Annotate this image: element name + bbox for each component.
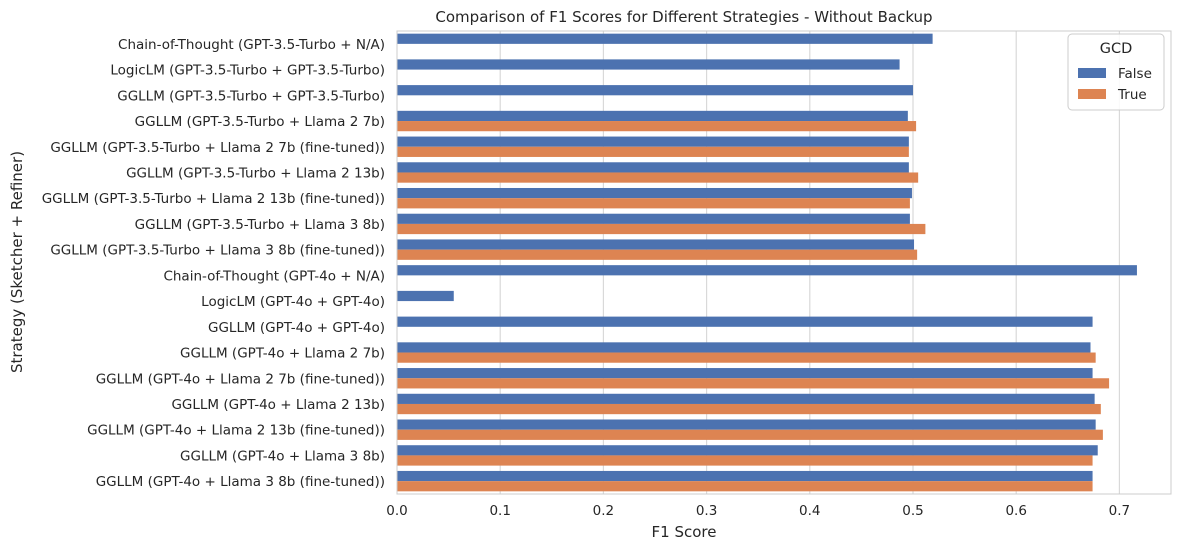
bar-false xyxy=(397,290,454,302)
bar-false xyxy=(397,316,1093,327)
legend-title: GCD xyxy=(1100,41,1133,57)
bar-true xyxy=(397,403,1101,415)
y-tick-label: GGLLM (GPT-4o + Llama 2 13b) xyxy=(171,397,385,413)
legend-swatch-true xyxy=(1078,89,1106,99)
bar-false xyxy=(397,239,915,250)
y-tick-label: GGLLM (GPT-3.5-Turbo + Llama 2 7b) xyxy=(135,114,385,130)
legend-swatch-false xyxy=(1078,68,1106,78)
y-tick-label: Chain-of-Thought (GPT-3.5-Turbo + N/A) xyxy=(118,37,385,53)
x-tick-label: 0.4 xyxy=(799,503,820,519)
y-tick-labels: Chain-of-Thought (GPT-3.5-Turbo + N/A) Lo… xyxy=(42,37,385,490)
x-tick-label: 0.3 xyxy=(696,503,717,519)
bar-true xyxy=(397,455,1093,466)
bar-false xyxy=(397,110,908,122)
y-tick-label: GGLLM (GPT-3.5-Turbo + Llama 3 8b) xyxy=(135,217,385,233)
x-tick-labels: 0.0 0.1 0.2 0.3 0.4 0.5 0.6 0.7 xyxy=(386,503,1130,519)
bar-true xyxy=(397,121,917,132)
bar-false xyxy=(397,419,1096,430)
bar-false xyxy=(397,470,1093,482)
y-tick-label: GGLLM (GPT-4o + Llama 3 8b) xyxy=(180,448,385,464)
x-tick-label: 0.2 xyxy=(593,503,614,519)
legend-label-false: False xyxy=(1118,66,1152,82)
y-tick-label: GGLLM (GPT-3.5-Turbo + Llama 2 13b (fine… xyxy=(42,191,385,207)
bar-false xyxy=(397,136,909,147)
y-tick-label: GGLLM (GPT-3.5-Turbo + Llama 3 8b (fine-… xyxy=(50,243,385,259)
x-axis-title: F1 Score xyxy=(652,523,717,541)
legend: GCD False True xyxy=(1067,33,1165,111)
y-tick-label: GGLLM (GPT-4o + Llama 2 13b (fine-tuned)… xyxy=(87,423,385,439)
y-tick-label: GGLLM (GPT-4o + GPT-4o) xyxy=(208,320,385,336)
bars xyxy=(397,33,1137,492)
y-tick-label: GGLLM (GPT-4o + Llama 2 7b (fine-tuned)) xyxy=(96,371,385,387)
bar-true xyxy=(397,172,919,183)
x-tick-label: 0.5 xyxy=(902,503,923,519)
y-tick-label: LogicLM (GPT-3.5-Turbo + GPT-3.5-Turbo) xyxy=(110,63,385,79)
y-tick-label: GGLLM (GPT-3.5-Turbo + GPT-3.5-Turbo) xyxy=(117,88,385,104)
bar-true xyxy=(397,352,1096,363)
bar-true xyxy=(397,378,1110,389)
x-tick-label: 0.1 xyxy=(489,503,510,519)
bar-false xyxy=(397,85,913,96)
bar-false xyxy=(397,265,1137,276)
bar-false xyxy=(397,33,933,44)
x-tick-label: 0.7 xyxy=(1109,503,1130,519)
bar-true xyxy=(397,249,918,260)
bar-false xyxy=(397,213,910,224)
plot-frame xyxy=(396,30,1172,495)
bar-false xyxy=(397,342,1091,353)
x-tick-label: 0.0 xyxy=(386,503,407,519)
bar-true xyxy=(397,198,910,209)
y-tick-label: GGLLM (GPT-3.5-Turbo + Llama 2 7b (fine-… xyxy=(50,140,385,156)
bar-false xyxy=(397,393,1095,404)
bar-false xyxy=(397,445,1098,456)
y-tick-label: LogicLM (GPT-4o + GPT-4o) xyxy=(201,294,385,310)
y-tick-label: Chain-of-Thought (GPT-4o + N/A) xyxy=(163,268,385,284)
bar-false xyxy=(397,162,909,173)
bar-true xyxy=(397,223,926,235)
legend-label-true: True xyxy=(1117,87,1147,103)
chart-title: Comparison of F1 Scores for Different St… xyxy=(435,8,932,26)
bar-false xyxy=(397,59,900,70)
y-tick-label: GGLLM (GPT-4o + Llama 3 8b (fine-tuned)) xyxy=(96,474,385,490)
bar-false xyxy=(397,368,1093,379)
y-tick-label: GGLLM (GPT-3.5-Turbo + Llama 2 13b) xyxy=(126,165,385,181)
bar-true xyxy=(397,146,909,157)
y-axis-title: Strategy (Sketcher + Refiner) xyxy=(8,151,26,373)
x-tick-label: 0.6 xyxy=(1005,503,1026,519)
bar-true xyxy=(397,429,1103,440)
y-tick-label: GGLLM (GPT-4o + Llama 2 7b) xyxy=(180,346,385,362)
bar-false xyxy=(397,187,912,199)
bar-true xyxy=(397,481,1093,492)
